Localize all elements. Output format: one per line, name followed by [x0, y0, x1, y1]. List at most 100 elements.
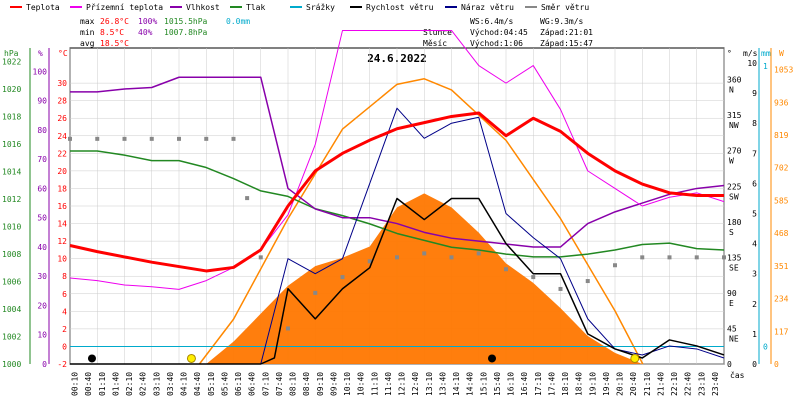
- legend-label-prizemni: Přízemní teplota: [86, 3, 163, 12]
- ms-tick-7: 3: [752, 270, 757, 279]
- stat-1-0: min: [80, 28, 95, 37]
- ms-tick-8: 2: [752, 300, 757, 309]
- x-tick-42: 21:10: [643, 372, 652, 396]
- c-tick-0: 30: [57, 79, 67, 88]
- moonrise-marker: [87, 354, 96, 363]
- x-tick-25: 12:40: [411, 372, 420, 396]
- x-tick-35: 17:40: [547, 372, 556, 396]
- legend-label-tlak: Tlak: [246, 3, 265, 12]
- x-tick-38: 19:10: [588, 372, 597, 396]
- pressure-line: [70, 150, 725, 258]
- wind-dir-point-19: [558, 286, 563, 291]
- dir-name-1: NW: [729, 121, 739, 130]
- w-tick-3: 702: [774, 164, 789, 173]
- dir-name-2: W: [729, 157, 734, 166]
- wind-dir-point-22: [640, 255, 645, 260]
- w-tick-1: 936: [774, 98, 789, 107]
- hpa-tick-6: 1010: [2, 223, 21, 232]
- stat-2-0: avg: [80, 39, 95, 48]
- w-tick-5: 468: [774, 229, 789, 238]
- wind-dir-point-14: [422, 251, 427, 256]
- x-tick-9: 04:40: [193, 372, 202, 396]
- pct-tick-6: 40: [37, 243, 47, 252]
- dir-name-3: SW: [729, 192, 739, 201]
- c-tick-13: 4: [62, 307, 67, 316]
- wind-dir-point-5: [204, 136, 209, 141]
- x-tick-28: 14:10: [452, 372, 461, 396]
- c-tick-7: 16: [57, 202, 67, 211]
- x-tick-7: 03:40: [166, 372, 175, 396]
- dir-tick-2: 270: [727, 147, 742, 156]
- x-tick-4: 02:10: [125, 372, 134, 396]
- hpa-tick-0: 1022: [2, 58, 21, 67]
- x-tick-33: 16:40: [520, 372, 529, 396]
- legend-label-naraz: Náraz větru: [461, 3, 514, 12]
- x-tick-2: 01:10: [98, 372, 107, 396]
- dir-tick-3: 225: [727, 182, 742, 191]
- wind-dir-point-16: [476, 251, 481, 256]
- dir-name-7: NE: [729, 334, 739, 343]
- humidity-line: [70, 76, 725, 248]
- x-tick-14: 07:10: [261, 372, 270, 396]
- c-tick-11: 8: [62, 272, 67, 281]
- c-unit: °C: [58, 49, 68, 58]
- x-tick-20: 10:10: [343, 372, 352, 396]
- stat-0-3: 1015.5hPa: [164, 17, 208, 26]
- x-tick-16: 08:10: [289, 372, 298, 396]
- x-tick-47: 23:40: [711, 372, 720, 396]
- dir-tick-5: 135: [727, 253, 742, 262]
- mm-unit: mm: [761, 49, 771, 58]
- c-tick-10: 10: [57, 255, 67, 264]
- x-tick-5: 02:40: [139, 372, 148, 396]
- pct-unit: %: [38, 49, 43, 58]
- w-tick-4: 585: [774, 196, 789, 205]
- w-tick-6: 351: [774, 262, 789, 271]
- stat-1-2: 40%: [138, 28, 153, 37]
- dir-tick-6: 90: [727, 289, 737, 298]
- wind-dir-point-17: [504, 267, 508, 272]
- hpa-tick-7: 1008: [2, 250, 21, 259]
- pct-tick-8: 20: [37, 301, 47, 310]
- x-tick-27: 13:40: [438, 372, 447, 396]
- ms-tick-6: 4: [752, 240, 757, 249]
- wind-dir-point-6: [231, 136, 236, 141]
- x-tick-17: 08:40: [302, 372, 311, 396]
- ms-tick-0: 10: [747, 59, 757, 68]
- hpa-tick-3: 1016: [2, 140, 21, 149]
- ms-tick-2: 8: [752, 119, 757, 128]
- solar-theoretical-line: [198, 78, 644, 365]
- x-tick-45: 22:40: [684, 372, 693, 396]
- hpa-tick-11: 1000: [2, 360, 21, 369]
- x-tick-23: 11:40: [384, 372, 393, 396]
- ms-tick-4: 6: [752, 179, 757, 188]
- x-tick-15: 07:40: [275, 372, 284, 396]
- dir-name-4: S: [729, 228, 734, 237]
- deg-unit: °: [727, 49, 732, 58]
- wind-dir-point-25: [722, 255, 726, 260]
- wind-dir-point-1: [95, 136, 100, 141]
- pct-tick-3: 70: [37, 155, 47, 164]
- c-tick-5: 20: [57, 167, 67, 176]
- sunset-text: Západ:21:01: [540, 28, 593, 37]
- wind-dir-point-12: [367, 259, 372, 264]
- w-tick-9: 0: [774, 360, 779, 369]
- c-tick-4: 22: [57, 149, 67, 158]
- dir-name-6: E: [729, 299, 734, 308]
- legend-label-teplota: Teplota: [26, 3, 60, 12]
- legend-label-vlhkost: Vlhkost: [186, 3, 220, 12]
- wind-dir-point-7: [245, 196, 250, 201]
- x-tick-44: 22:10: [670, 372, 679, 396]
- x-tick-13: 06:40: [248, 372, 257, 396]
- wind-gust-line: [70, 107, 725, 365]
- x-tick-43: 21:40: [656, 372, 665, 396]
- ms-unit: m/s: [743, 49, 758, 58]
- x-tick-41: 20:40: [629, 372, 638, 396]
- c-tick-8: 14: [57, 220, 67, 229]
- x-tick-32: 16:10: [507, 372, 516, 396]
- x-tick-37: 18:40: [575, 372, 584, 396]
- mm-tick-1: 0: [763, 342, 768, 351]
- legend-label-smer: Směr větru: [541, 3, 589, 12]
- dir-name-0: N: [729, 86, 734, 95]
- stat-ws: WS:6.4m/s: [470, 17, 514, 26]
